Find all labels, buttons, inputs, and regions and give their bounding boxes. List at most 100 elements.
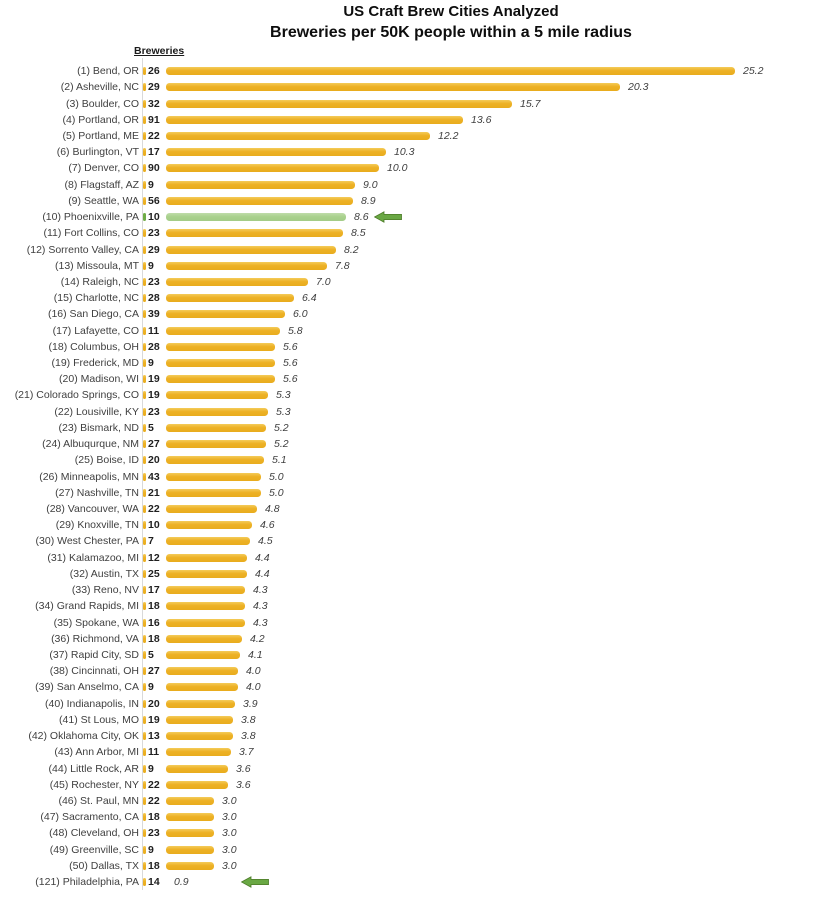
bar-row: (37) Rapid City, SD 5 4.1	[0, 647, 836, 663]
breweries-count: 13	[148, 730, 160, 743]
value-label: 5.6	[283, 340, 298, 353]
bar-row: (7) Denver, CO 90 10.0	[0, 160, 836, 176]
value-label: 3.0	[222, 811, 237, 824]
breweries-tick	[143, 764, 146, 773]
city-label: (46) St. Paul, MN	[58, 794, 139, 807]
breweries-count: 19	[148, 713, 160, 726]
value-bar	[166, 294, 294, 303]
value-label: 10.3	[394, 146, 415, 159]
breweries-tick	[143, 715, 146, 724]
value-bar	[166, 310, 285, 319]
breweries-count: 17	[148, 146, 160, 159]
breweries-tick	[143, 407, 146, 416]
value-bar	[166, 715, 233, 724]
city-label: (4) Portland, OR	[62, 113, 139, 126]
bar-row: (26) Minneapolis, MN 43 5.0	[0, 468, 836, 484]
breweries-count: 39	[148, 308, 160, 321]
breweries-count: 5	[148, 421, 154, 434]
bar-row: (49) Greenville, SC 9 3.0	[0, 842, 836, 858]
bar-row: (31) Kalamazoo, MI 12 4.4	[0, 550, 836, 566]
value-label: 4.4	[255, 551, 270, 564]
value-bar	[166, 277, 308, 286]
city-label: (43) Ann Arbor, MI	[54, 746, 139, 759]
breweries-tick	[143, 245, 146, 254]
value-bar	[166, 148, 386, 157]
breweries-tick	[143, 650, 146, 659]
bar-row: (15) Charlotte, NC 28 6.4	[0, 290, 836, 306]
value-label: 4.8	[265, 503, 280, 516]
city-label: (42) Oklahoma City, OK	[28, 730, 139, 743]
breweries-count: 23	[148, 827, 160, 840]
city-label: (37) Rapid City, SD	[49, 648, 139, 661]
value-label: 4.3	[253, 616, 268, 629]
breweries-count: 90	[148, 162, 160, 175]
city-label: (41) St Lous, MO	[59, 713, 139, 726]
breweries-tick	[143, 294, 146, 303]
city-label: (13) Missoula, MT	[54, 259, 139, 272]
bar-row: (121) Philadelphia, PA 14 0.9	[0, 874, 836, 890]
city-label: (36) Richmond, VA	[51, 632, 139, 645]
breweries-tick	[143, 229, 146, 238]
city-label: (15) Charlotte, NC	[53, 292, 139, 305]
breweries-tick	[143, 667, 146, 676]
city-label: (45) Rochester, NY	[49, 778, 139, 791]
breweries-count: 12	[148, 551, 160, 564]
value-label: 3.7	[239, 746, 254, 759]
breweries-count: 28	[148, 292, 160, 305]
bar-row: (4) Portland, OR 91 13.6	[0, 112, 836, 128]
breweries-tick	[143, 488, 146, 497]
value-bar	[166, 245, 336, 254]
bar-row: (45) Rochester, NY 22 3.6	[0, 777, 836, 793]
breweries-count: 28	[148, 340, 160, 353]
breweries-count: 10	[148, 519, 160, 532]
breweries-tick	[143, 829, 146, 838]
value-label: 6.0	[293, 308, 308, 321]
bar-row: (39) San Anselmo, CA 9 4.0	[0, 679, 836, 695]
breweries-count: 27	[148, 665, 160, 678]
city-label: (47) Sacramento, CA	[40, 811, 139, 824]
value-bar	[166, 699, 235, 708]
city-label: (40) Indianapolis, IN	[45, 697, 139, 710]
bar-row: (23) Bismark, ND 5 5.2	[0, 420, 836, 436]
breweries-tick	[143, 213, 146, 222]
breweries-count: 18	[148, 859, 160, 872]
plot-area: (1) Bend, OR 26 25.2 (2) Asheville, NC 29 20.…	[0, 58, 836, 890]
breweries-tick	[143, 180, 146, 189]
bar-row: (9) Seattle, WA 56 8.9	[0, 193, 836, 209]
value-label: 10.0	[387, 162, 408, 175]
value-label: 5.6	[283, 373, 298, 386]
breweries-count: 5	[148, 648, 154, 661]
breweries-tick	[143, 391, 146, 400]
bar-rows: (1) Bend, OR 26 25.2 (2) Asheville, NC 29 20.…	[0, 63, 836, 890]
city-label: (39) San Anselmo, CA	[35, 681, 139, 694]
value-bar	[166, 164, 379, 173]
breweries-count: 9	[148, 178, 154, 191]
value-bar	[166, 537, 250, 546]
city-label: (33) Reno, NV	[71, 584, 139, 597]
bar-row: (43) Ann Arbor, MI 11 3.7	[0, 744, 836, 760]
value-label: 5.0	[269, 470, 284, 483]
breweries-tick	[143, 261, 146, 270]
bar-row: (20) Madison, WI 19 5.6	[0, 371, 836, 387]
breweries-tick	[143, 148, 146, 157]
value-bar	[166, 650, 240, 659]
breweries-tick	[143, 115, 146, 124]
breweries-count: 18	[148, 632, 160, 645]
breweries-tick	[143, 67, 146, 76]
city-label: (38) Cincinnati, OH	[49, 665, 139, 678]
breweries-count: 23	[148, 227, 160, 240]
bar-row: (44) Little Rock, AR 9 3.6	[0, 760, 836, 776]
breweries-count: 91	[148, 113, 160, 126]
bar-row: (11) Fort Collins, CO 23 8.5	[0, 225, 836, 241]
value-bar	[166, 180, 355, 189]
value-bar	[166, 521, 252, 530]
breweries-count: 43	[148, 470, 160, 483]
breweries-count: 11	[148, 324, 160, 337]
value-label: 4.3	[253, 584, 268, 597]
value-bar	[166, 861, 214, 870]
breweries-count: 20	[148, 454, 160, 467]
breweries-count: 23	[148, 405, 160, 418]
breweries-tick	[143, 796, 146, 805]
city-label: (5) Portland, ME	[62, 129, 139, 142]
value-bar	[166, 83, 620, 92]
